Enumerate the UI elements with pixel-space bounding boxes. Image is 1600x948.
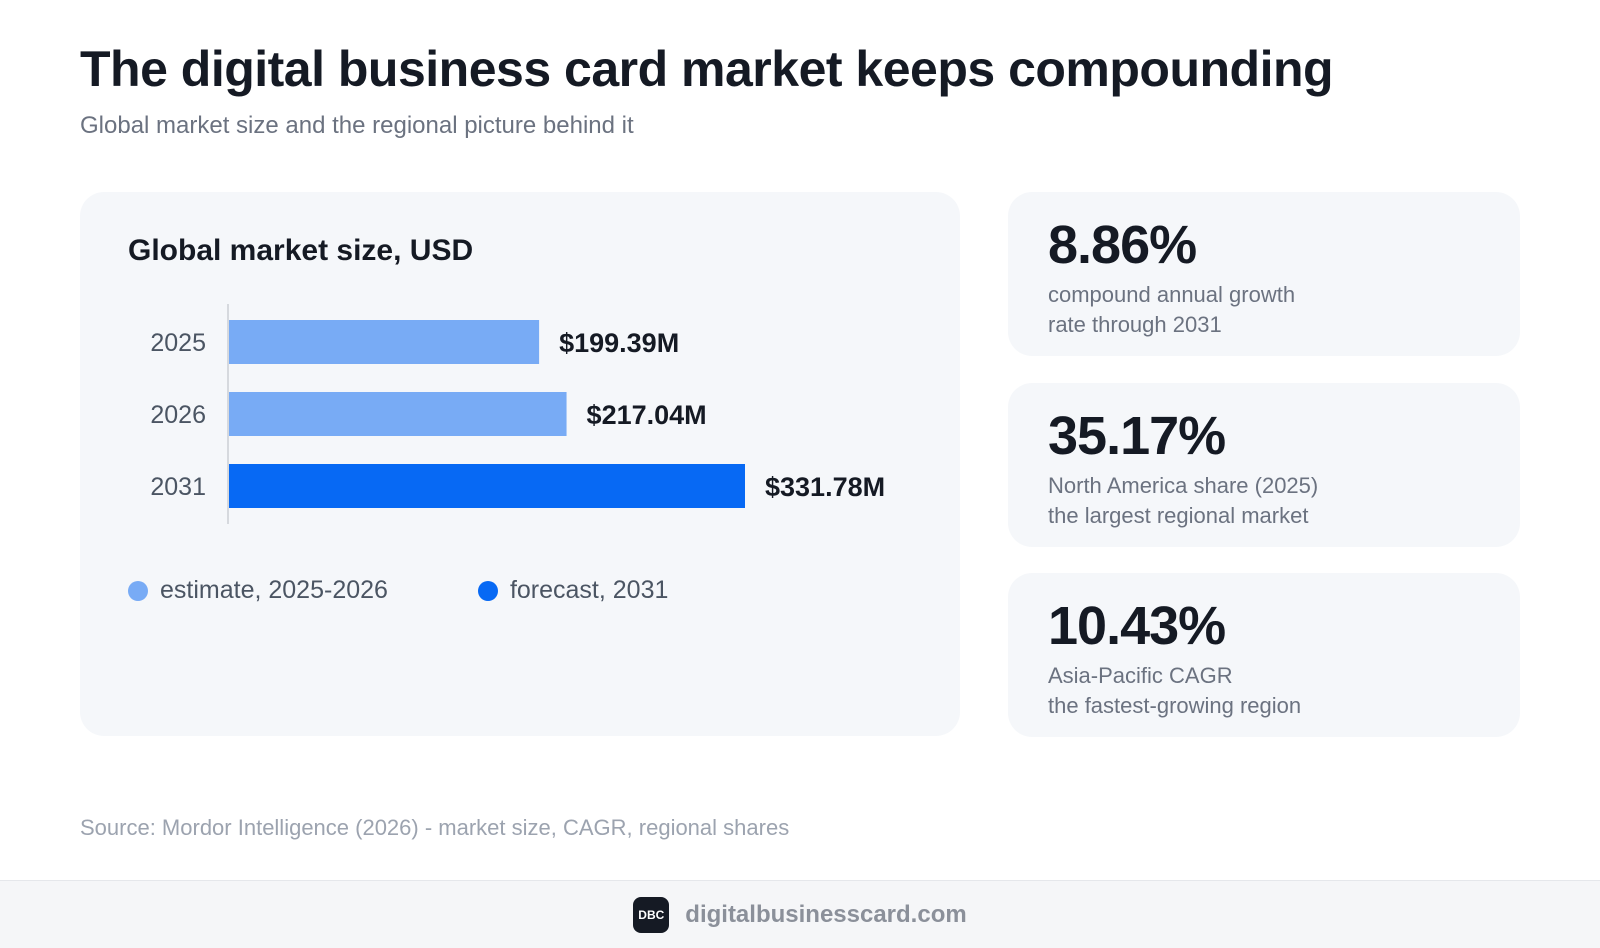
legend-dot-forecast xyxy=(477,580,498,601)
year-label-2026: 2026 xyxy=(150,401,206,429)
legend-label-estimate: estimate, 2025-2026 xyxy=(160,576,388,604)
stat-value-asia-pacific: 10.43% xyxy=(1048,596,1226,656)
legend-item-forecast: forecast, 2031 xyxy=(477,576,669,605)
dbc-logo: DBC xyxy=(633,896,670,933)
bar-2031 xyxy=(229,464,745,508)
stat-description-north-america: North America share (2025) the largest r… xyxy=(1048,471,1318,531)
value-label-2031: $331.78M xyxy=(765,472,885,502)
bar-2025 xyxy=(229,320,540,364)
stat-line: Asia-Pacific CAGR xyxy=(1048,663,1233,688)
page-subtitle: Global market size and the regional pict… xyxy=(80,112,634,139)
legend-dot-estimate xyxy=(128,580,148,601)
stat-card-asia-pacific: 10.43% Asia-Pacific CAGR the fastest-gro… xyxy=(1008,573,1520,737)
value-label-2026: $217.04M xyxy=(587,400,707,430)
stat-description-cagr: compound annual growth rate through 2031 xyxy=(1048,280,1295,340)
legend-item-estimate: estimate, 2025-2026 xyxy=(128,576,388,605)
footer-bar: DBC digitalbusinesscard.com xyxy=(0,880,1600,948)
year-label-2025: 2025 xyxy=(150,329,206,357)
stat-description-asia-pacific: Asia-Pacific CAGR the fastest-growing re… xyxy=(1048,661,1301,721)
chart-title: Global market size, USD xyxy=(128,234,474,267)
footer-domain[interactable]: digitalbusinesscard.com xyxy=(685,900,967,928)
stat-value-cagr: 8.86% xyxy=(1048,215,1197,275)
stat-card-north-america: 35.17% North America share (2025) the la… xyxy=(1008,383,1520,547)
stat-card-cagr: 8.86% compound annual growth rate throug… xyxy=(1008,192,1520,356)
page-title: The digital business card market keeps c… xyxy=(80,41,1334,97)
stat-line: the fastest-growing region xyxy=(1048,693,1302,718)
bar-2026 xyxy=(229,392,567,436)
legend-label-forecast: forecast, 2031 xyxy=(509,576,669,604)
year-label-2031: 2031 xyxy=(150,473,206,501)
market-size-bar-chart: 2025 $199.39M 2026 $217.04M 2031 $331.78M xyxy=(150,304,885,524)
stat-line: rate through 2031 xyxy=(1048,312,1222,337)
stat-line: North America share (2025) xyxy=(1048,473,1319,498)
stat-value-north-america: 35.17% xyxy=(1048,406,1226,466)
chart-legend: estimate, 2025-2026 forecast, 2031 xyxy=(128,576,758,605)
chart-card: Global market size, USD 2025 $199.39M 2026… xyxy=(80,192,960,736)
stat-line: the largest regional market xyxy=(1048,503,1309,528)
source-note: Source: Mordor Intelligence (2026) - mar… xyxy=(80,815,790,840)
stat-line: compound annual growth xyxy=(1048,282,1296,307)
value-label-2025: $199.39M xyxy=(559,328,679,358)
